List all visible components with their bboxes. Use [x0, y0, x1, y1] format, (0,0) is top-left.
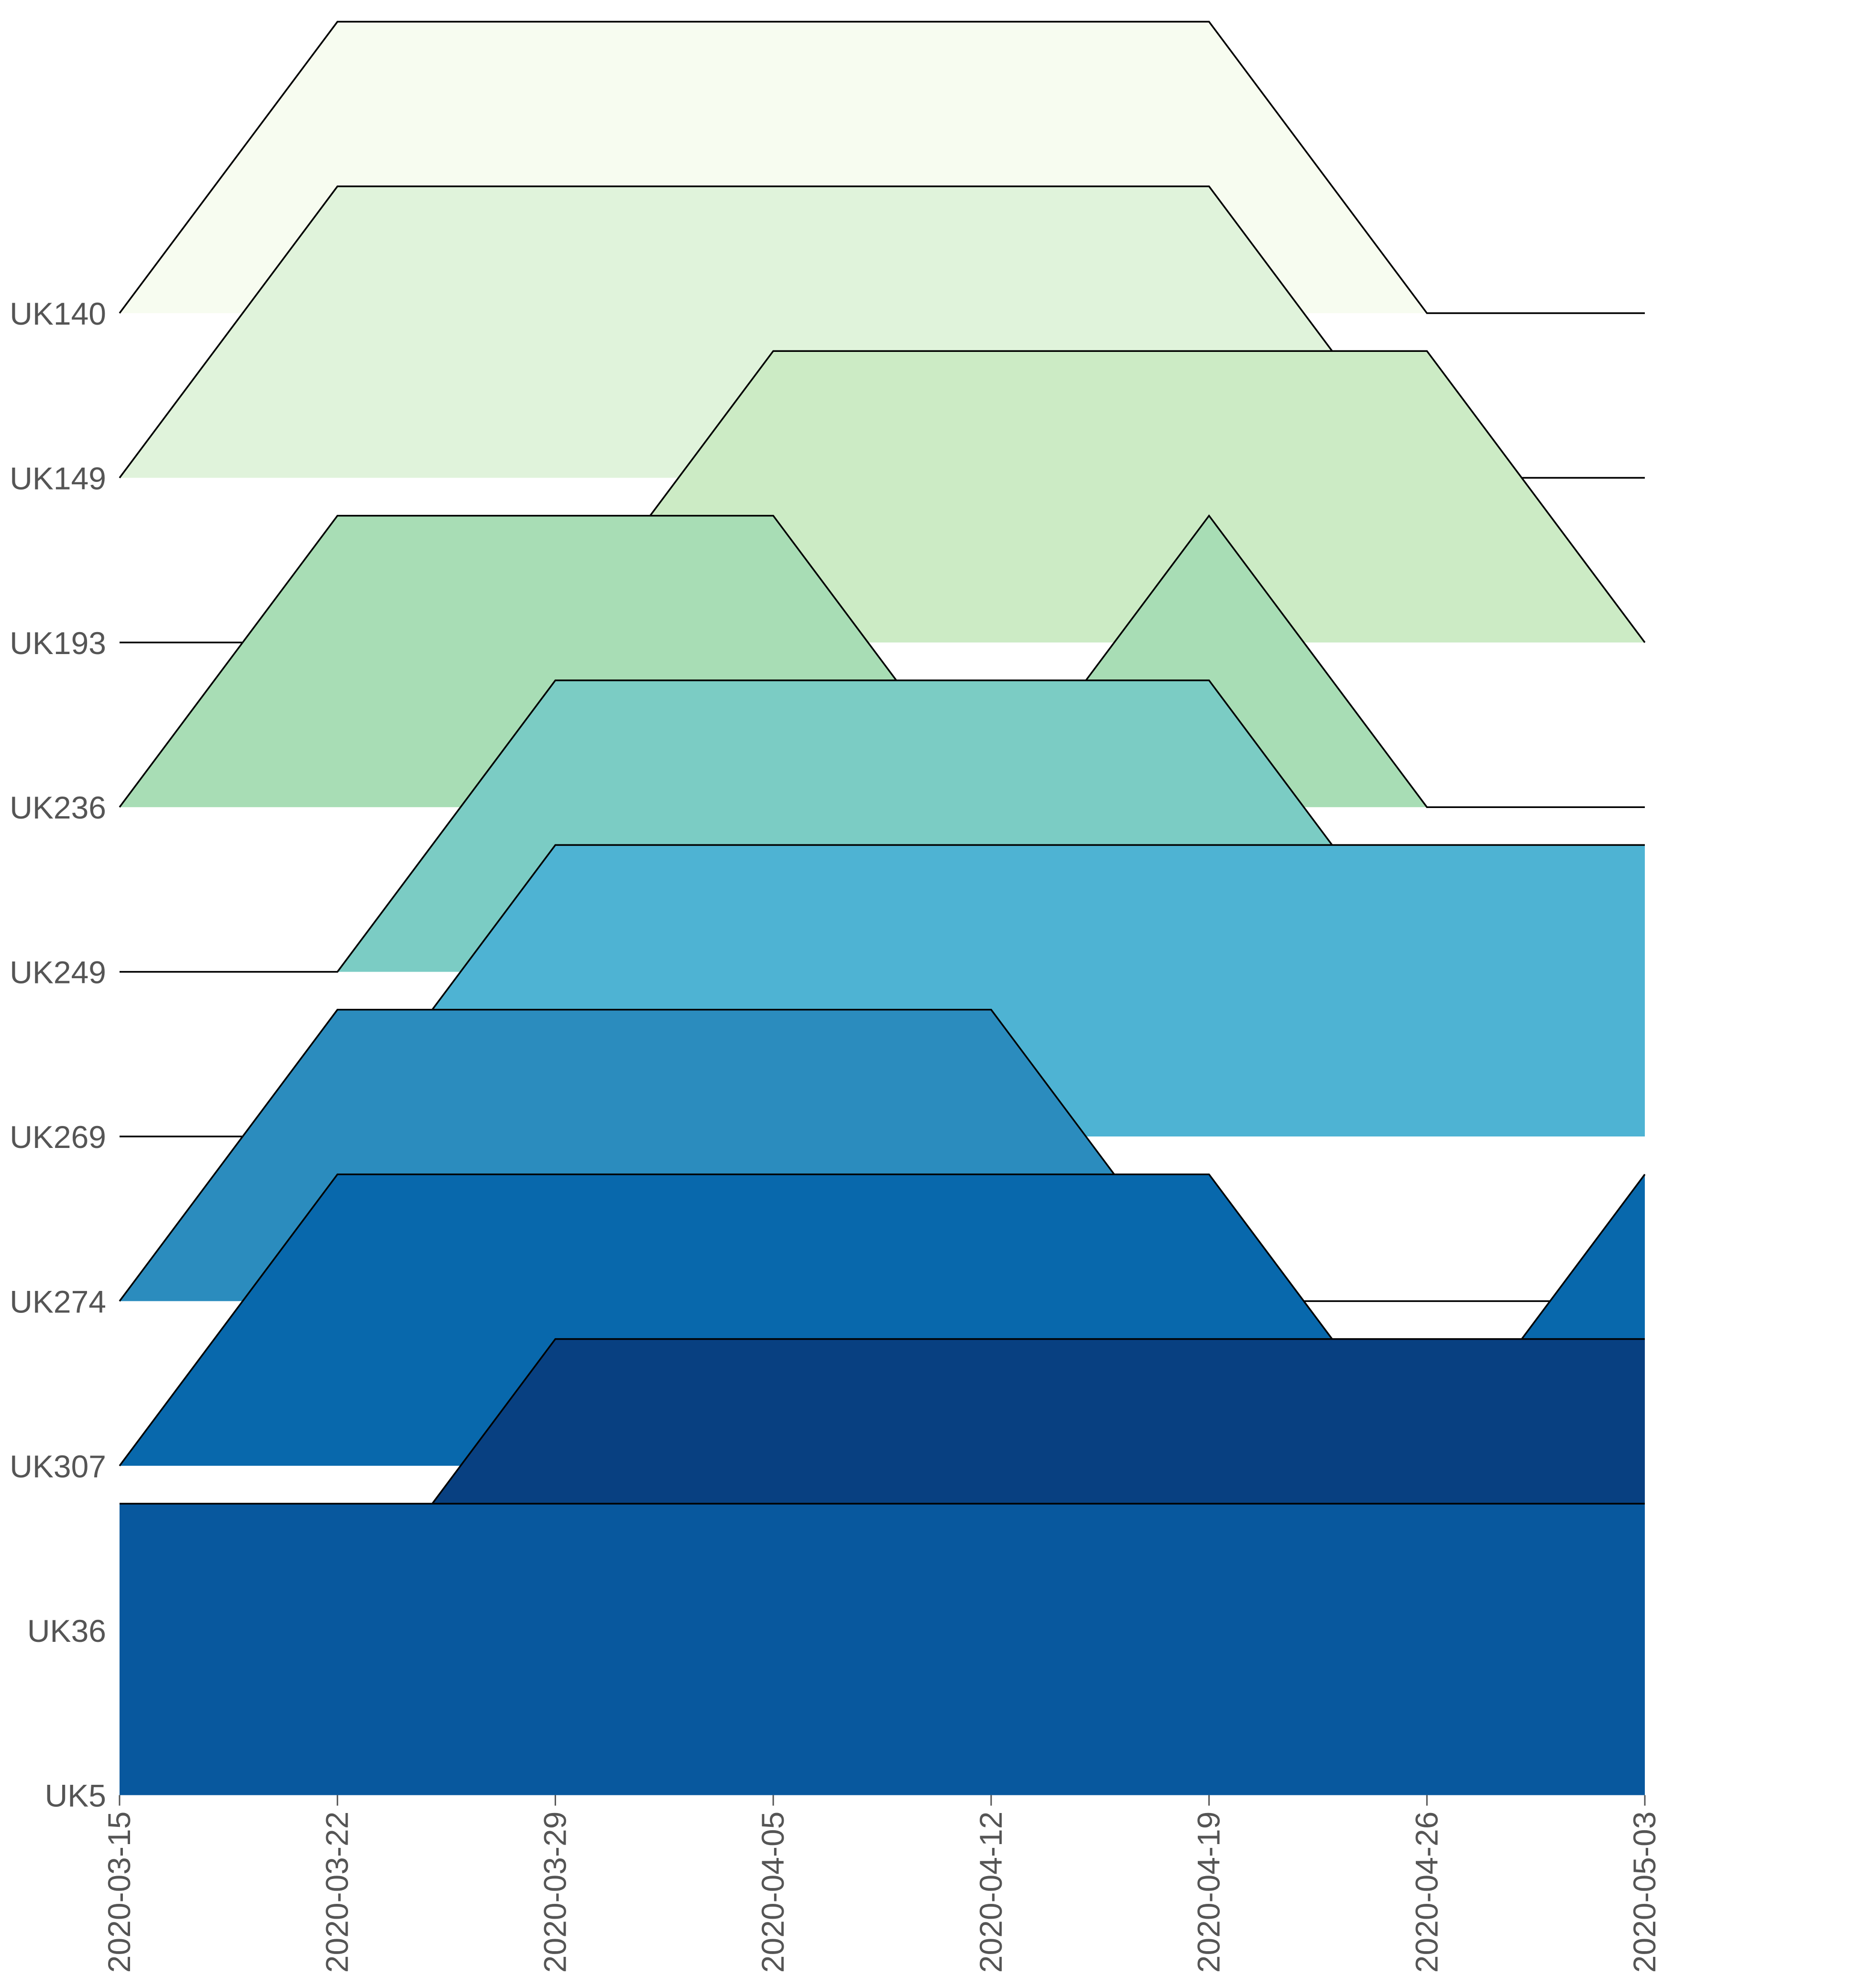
ridge-fill-uk193 [120, 351, 1645, 643]
x-tick-label: 2020-04-26 [1409, 1812, 1444, 1973]
y-tick-label-uk193: UK193 [10, 625, 106, 661]
ridge-line-uk274 [119, 1009, 1645, 1302]
ridge-line-uk140 [119, 21, 1645, 314]
x-tick-label: 2020-03-22 [319, 1812, 355, 1973]
y-tick-label-uk269: UK269 [10, 1119, 106, 1155]
x-tick-label: 2020-03-29 [537, 1812, 572, 1973]
x-tick-label: 2020-04-05 [755, 1812, 790, 1973]
y-tick-label-uk149: UK149 [10, 460, 106, 496]
y-tick-label-uk36: UK36 [27, 1613, 106, 1649]
x-tick-label: 2020-04-12 [973, 1812, 1008, 1973]
x-tick-label: 2020-04-19 [1191, 1812, 1226, 1973]
ridge-uk236 [119, 514, 1645, 809]
ridge-fill-uk5 [120, 1504, 1645, 1795]
y-tick-label-uk249: UK249 [10, 955, 106, 990]
ridge-uk5 [120, 1503, 1645, 1795]
y-tick-label-uk140: UK140 [10, 296, 106, 331]
y-tick-label-uk307: UK307 [10, 1449, 106, 1484]
x-tick-label: 2020-05-03 [1627, 1812, 1662, 1973]
ridge-line-uk236 [119, 514, 1645, 809]
x-tick-label: 2020-03-15 [101, 1812, 137, 1973]
y-tick-label-uk5: UK5 [45, 1778, 106, 1813]
y-tick-label-uk274: UK274 [10, 1284, 106, 1319]
y-tick-label-uk236: UK236 [10, 790, 106, 825]
